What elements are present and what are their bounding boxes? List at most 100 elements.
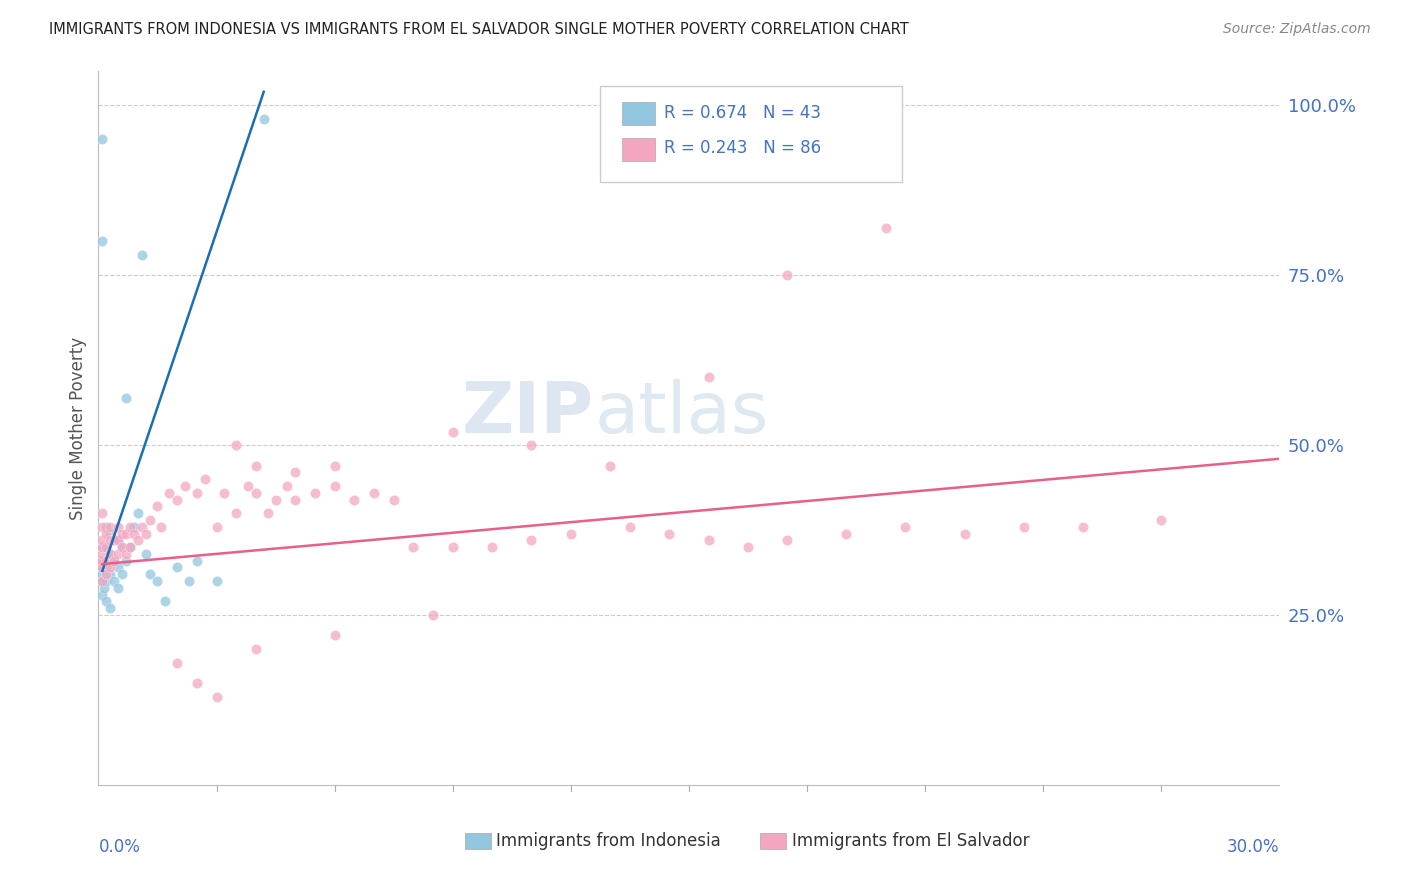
Point xyxy=(91,540,114,554)
Point xyxy=(225,506,247,520)
Point xyxy=(146,500,169,514)
Point xyxy=(186,676,208,690)
Point xyxy=(422,608,444,623)
Point xyxy=(520,438,543,452)
Point xyxy=(186,485,208,500)
Point xyxy=(91,554,114,568)
Point xyxy=(225,438,247,452)
Text: atlas: atlas xyxy=(595,379,769,449)
Point xyxy=(107,560,129,574)
Point xyxy=(245,642,267,657)
Point xyxy=(127,533,149,548)
Point xyxy=(166,560,188,574)
Point xyxy=(1150,513,1173,527)
Text: ZIP: ZIP xyxy=(463,379,595,449)
Point xyxy=(118,540,141,554)
Point xyxy=(245,458,267,473)
Point xyxy=(118,519,141,533)
Point xyxy=(98,526,121,541)
Point xyxy=(776,533,799,548)
Bar xyxy=(621,137,655,161)
Point xyxy=(91,567,114,582)
Point xyxy=(135,526,157,541)
Point xyxy=(96,540,118,554)
Point xyxy=(98,547,121,561)
Point xyxy=(111,540,134,554)
Point xyxy=(245,485,267,500)
Point xyxy=(343,492,366,507)
Point xyxy=(96,519,118,533)
Point xyxy=(98,547,121,561)
Point xyxy=(894,519,917,533)
Point xyxy=(96,594,118,608)
Point xyxy=(177,574,200,588)
Point xyxy=(323,628,346,642)
Point xyxy=(697,533,720,548)
Point xyxy=(103,533,125,548)
Point xyxy=(205,574,228,588)
Point xyxy=(103,554,125,568)
Point xyxy=(89,560,111,574)
Point xyxy=(186,554,208,568)
Point xyxy=(481,540,503,554)
Point xyxy=(194,472,217,486)
Point xyxy=(264,492,287,507)
Point xyxy=(111,526,134,541)
Point xyxy=(131,519,153,533)
Point xyxy=(98,601,121,615)
Point xyxy=(107,533,129,548)
Point xyxy=(91,574,114,588)
Point xyxy=(441,425,464,439)
Text: Immigrants from Indonesia: Immigrants from Indonesia xyxy=(496,831,721,849)
Point xyxy=(107,581,129,595)
Point xyxy=(91,588,114,602)
Point xyxy=(402,540,425,554)
Point xyxy=(103,533,125,548)
Bar xyxy=(759,833,786,849)
Point xyxy=(91,132,114,146)
Point xyxy=(323,458,346,473)
Point xyxy=(91,547,114,561)
FancyBboxPatch shape xyxy=(600,86,901,182)
Point xyxy=(953,526,976,541)
Point xyxy=(91,533,114,548)
Point xyxy=(96,574,118,588)
Point xyxy=(205,519,228,533)
Point xyxy=(115,554,138,568)
Point xyxy=(174,479,197,493)
Point xyxy=(98,560,121,574)
Point xyxy=(697,370,720,384)
Point xyxy=(118,540,141,554)
Point xyxy=(138,513,160,527)
Point xyxy=(103,574,125,588)
Point xyxy=(107,533,129,548)
Point xyxy=(520,533,543,548)
Point xyxy=(875,220,897,235)
Point xyxy=(91,574,114,588)
Point xyxy=(127,506,149,520)
Text: R = 0.243   N = 86: R = 0.243 N = 86 xyxy=(664,139,821,157)
Text: Source: ZipAtlas.com: Source: ZipAtlas.com xyxy=(1223,22,1371,37)
Text: Immigrants from El Salvador: Immigrants from El Salvador xyxy=(792,831,1029,849)
Point xyxy=(91,560,114,574)
Point xyxy=(146,574,169,588)
Point xyxy=(166,492,188,507)
Point xyxy=(441,540,464,554)
Point xyxy=(150,519,173,533)
Point xyxy=(91,519,114,533)
Bar xyxy=(464,833,491,849)
Point xyxy=(96,540,118,554)
Point xyxy=(111,567,134,582)
Point xyxy=(91,506,114,520)
Point xyxy=(98,519,121,533)
Text: IMMIGRANTS FROM INDONESIA VS IMMIGRANTS FROM EL SALVADOR SINGLE MOTHER POVERTY C: IMMIGRANTS FROM INDONESIA VS IMMIGRANTS … xyxy=(49,22,908,37)
Point xyxy=(111,540,134,554)
Point xyxy=(835,526,858,541)
Point xyxy=(89,554,111,568)
Point xyxy=(91,234,114,248)
Point xyxy=(122,519,145,533)
Point xyxy=(96,554,118,568)
Point xyxy=(96,526,118,541)
Point xyxy=(776,268,799,283)
Point xyxy=(91,540,114,554)
